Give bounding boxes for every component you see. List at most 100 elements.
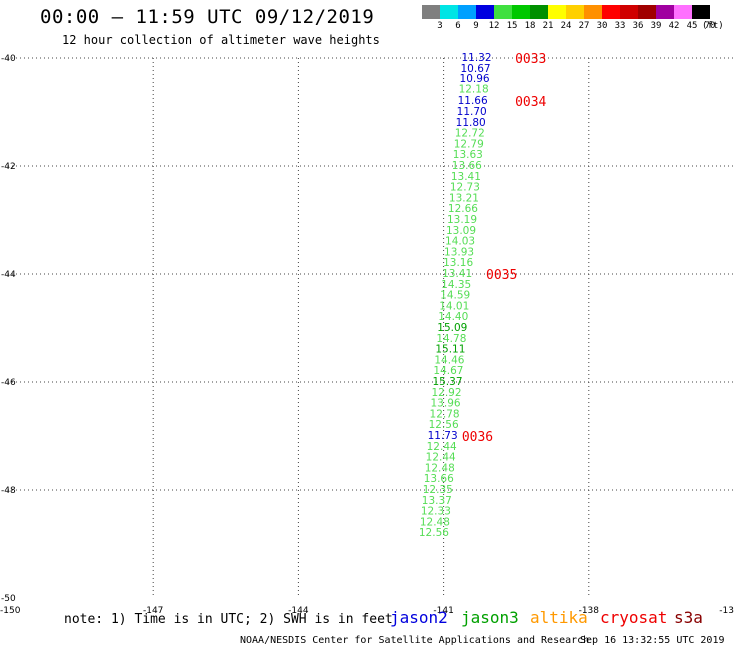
color-scale-label: 12 bbox=[488, 21, 500, 31]
color-scale-label: 42 bbox=[668, 21, 680, 31]
color-swatch bbox=[494, 5, 512, 19]
wave-height-label: 12.44 bbox=[426, 452, 456, 464]
color-scale-label: 21 bbox=[542, 21, 554, 31]
wave-height-label: 14.03 bbox=[445, 236, 475, 248]
wave-height-label: 12.44 bbox=[427, 441, 457, 453]
satellite-label-jason2: jason2 bbox=[390, 608, 448, 627]
pass-time-label: 0033 bbox=[515, 52, 546, 67]
wave-height-label: 12.48 bbox=[420, 516, 450, 528]
color-scale-label: 30 bbox=[596, 21, 608, 31]
pass-time-label: 0036 bbox=[462, 430, 493, 445]
wave-height-label: 12.66 bbox=[448, 203, 478, 215]
wave-height-label: 10.67 bbox=[461, 63, 491, 75]
wave-height-label: 12.78 bbox=[430, 408, 460, 420]
x-tick-label: -141 bbox=[433, 606, 453, 616]
wave-height-label: 13.21 bbox=[449, 192, 479, 204]
color-swatch bbox=[584, 5, 602, 19]
color-swatch bbox=[476, 5, 494, 19]
wave-height-label: 15.11 bbox=[435, 344, 465, 356]
x-tick-label: -144 bbox=[288, 606, 309, 616]
wave-height-label: 12.56 bbox=[419, 527, 449, 539]
wave-height-label: 13.93 bbox=[444, 246, 474, 258]
color-scale-label: 39 bbox=[650, 21, 662, 31]
color-scale-label: 6 bbox=[455, 21, 461, 31]
wave-height-label: 12.92 bbox=[431, 387, 461, 399]
wave-height-label: 13.41 bbox=[451, 171, 481, 183]
wave-height-label: 14.35 bbox=[441, 279, 471, 291]
wave-height-label: 13.66 bbox=[452, 160, 482, 172]
satellite-label-altika: altika bbox=[530, 608, 588, 627]
wave-height-label: 15.37 bbox=[432, 376, 462, 388]
color-swatch bbox=[458, 5, 476, 19]
color-scale-label: 15 bbox=[506, 21, 518, 31]
wave-height-label: 10.96 bbox=[460, 73, 490, 85]
wave-height-label: 13.63 bbox=[453, 149, 483, 161]
pass-time-label: 0034 bbox=[515, 95, 546, 110]
y-tick-label: -42 bbox=[1, 162, 16, 172]
color-scale-label: 70 bbox=[704, 21, 716, 31]
chart-subtitle: 12 hour collection of altimeter wave hei… bbox=[62, 33, 380, 47]
pass-time-label: 0035 bbox=[486, 268, 517, 283]
footer-timestamp: Sep 16 13:32:55 UTC 2019 bbox=[580, 635, 725, 646]
color-swatch bbox=[656, 5, 674, 19]
wave-height-label: 12.18 bbox=[459, 83, 489, 95]
wave-height-label: 12.33 bbox=[421, 506, 451, 518]
color-swatch bbox=[422, 5, 440, 19]
satellite-label-cryosat: cryosat bbox=[600, 608, 668, 627]
wave-height-label: 13.09 bbox=[446, 225, 476, 237]
wave-height-label: 12.35 bbox=[423, 484, 453, 496]
color-scale-label: 36 bbox=[632, 21, 644, 31]
y-tick-label: -50 bbox=[1, 594, 16, 604]
wave-height-label: 13.96 bbox=[431, 398, 461, 410]
y-tick-label: -44 bbox=[1, 270, 16, 280]
wave-height-label: 12.56 bbox=[429, 419, 459, 431]
wave-height-label: 11.70 bbox=[457, 106, 487, 118]
color-swatch bbox=[692, 5, 710, 19]
color-swatch bbox=[674, 5, 692, 19]
satellite-label-jason3: jason3 bbox=[461, 608, 519, 627]
wave-height-label: 14.59 bbox=[440, 290, 470, 302]
wave-height-label: 13.37 bbox=[422, 495, 452, 507]
color-scale-label: 18 bbox=[524, 21, 536, 31]
wave-height-label: 11.73 bbox=[428, 430, 458, 442]
footer-credit: NOAA/NESDIS Center for Satellite Applica… bbox=[240, 635, 590, 646]
wave-height-label: 14.78 bbox=[436, 333, 466, 345]
y-tick-label: -48 bbox=[1, 486, 16, 496]
y-tick-label: -40 bbox=[1, 54, 16, 64]
color-scale-label: 27 bbox=[578, 21, 590, 31]
wave-height-label: 13.19 bbox=[447, 214, 477, 226]
color-scale-label: 24 bbox=[560, 21, 572, 31]
x-tick-label: -138 bbox=[579, 606, 600, 616]
wave-height-label: 13.41 bbox=[442, 268, 472, 280]
x-tick-label: -13 bbox=[719, 606, 734, 616]
wave-height-label: 13.16 bbox=[443, 257, 473, 269]
wave-height-label: 14.01 bbox=[439, 300, 469, 312]
color-swatch bbox=[512, 5, 530, 19]
wave-height-label: 14.40 bbox=[438, 311, 468, 323]
color-swatch bbox=[638, 5, 656, 19]
color-swatch bbox=[602, 5, 620, 19]
note-text: note: 1) Time is in UTC; 2) SWH is in fe… bbox=[64, 612, 393, 627]
wave-height-label: 11.80 bbox=[456, 117, 486, 129]
color-scale-label: 9 bbox=[473, 21, 479, 31]
color-swatch bbox=[566, 5, 584, 19]
chart-title: 00:00 – 11:59 UTC 09/12/2019 bbox=[40, 6, 375, 28]
color-swatch bbox=[440, 5, 458, 19]
wave-height-label: 14.46 bbox=[434, 354, 464, 366]
wave-height-label: 12.79 bbox=[454, 138, 484, 150]
wave-height-label: 13.66 bbox=[424, 473, 454, 485]
color-scale-label: 3 bbox=[437, 21, 443, 31]
color-swatch bbox=[620, 5, 638, 19]
x-tick-label: -150 bbox=[0, 606, 21, 616]
wave-height-label: 12.72 bbox=[455, 128, 485, 140]
color-swatch bbox=[530, 5, 548, 19]
wave-height-label: 11.32 bbox=[461, 52, 491, 64]
color-scale-label: 45 bbox=[686, 21, 698, 31]
wave-height-label: 12.73 bbox=[450, 182, 480, 194]
wave-height-label: 12.48 bbox=[425, 462, 455, 474]
y-tick-label: -46 bbox=[1, 378, 16, 388]
wave-height-label: 14.67 bbox=[433, 365, 463, 377]
color-scale-unit: (ft) bbox=[702, 21, 724, 31]
